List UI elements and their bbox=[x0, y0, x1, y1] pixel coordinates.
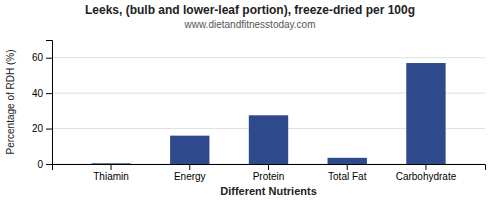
x-tick-mark bbox=[111, 164, 112, 170]
y-axis: 0 20 40 60 bbox=[32, 41, 53, 170]
x-tick-mark bbox=[347, 164, 348, 170]
x-tick-label: Protein bbox=[253, 171, 285, 182]
x-tick: Protein bbox=[253, 164, 285, 182]
bar bbox=[406, 63, 445, 164]
x-tick-label: Thiamin bbox=[93, 171, 129, 182]
y-tick-label: 60 bbox=[32, 52, 44, 63]
x-axis-line bbox=[53, 165, 486, 171]
x-tick: Carbohydrate bbox=[396, 164, 457, 182]
x-tick-mark bbox=[425, 164, 426, 170]
y-tick-mark bbox=[46, 164, 52, 165]
x-tick: Energy bbox=[174, 164, 206, 182]
chart-container: Leeks, (bulb and lower-leaf portion), fr… bbox=[0, 0, 500, 200]
bar bbox=[328, 158, 367, 164]
x-tick-mark bbox=[189, 164, 190, 170]
title: Leeks, (bulb and lower-leaf portion), fr… bbox=[85, 3, 415, 17]
y-tick-label: 20 bbox=[32, 123, 44, 134]
chart-svg: Leeks, (bulb and lower-leaf portion), fr… bbox=[0, 0, 500, 200]
x-tick-label: Energy bbox=[174, 171, 206, 182]
y-tick-mark bbox=[46, 129, 52, 130]
bar bbox=[91, 163, 130, 164]
y-tick-mark bbox=[46, 58, 52, 59]
y-tick: 20 bbox=[32, 123, 52, 134]
y-tick-label: 0 bbox=[37, 159, 43, 170]
bar bbox=[249, 115, 288, 164]
bars bbox=[91, 63, 445, 164]
grid bbox=[52, 58, 485, 164]
grid-line bbox=[52, 57, 485, 58]
y-tick: 40 bbox=[32, 88, 52, 99]
x-tick-label: Total Fat bbox=[328, 171, 367, 182]
x-tick: Thiamin bbox=[93, 164, 129, 182]
y-axis-title: Percentage of RDH (%) bbox=[5, 49, 16, 154]
x-tick: Total Fat bbox=[328, 164, 367, 182]
plot-area: 0 20 40 60 Thiamin Energy Protein Total Fat Carb… bbox=[32, 41, 486, 183]
x-axis: Thiamin Energy Protein Total Fat Carbohydrat… bbox=[53, 164, 486, 182]
y-tick: 60 bbox=[32, 52, 52, 63]
y-tick-mark bbox=[46, 93, 52, 94]
x-tick-label: Carbohydrate bbox=[396, 171, 457, 182]
x-axis-title: Different Nutrients bbox=[220, 185, 317, 197]
y-tick-label: 40 bbox=[32, 88, 44, 99]
bar bbox=[170, 136, 209, 164]
x-tick-mark bbox=[268, 164, 269, 170]
subtitle: www.dietandfitnesstoday.com bbox=[184, 19, 316, 30]
y-tick: 0 bbox=[37, 159, 52, 170]
y-axis-line bbox=[46, 41, 53, 165]
